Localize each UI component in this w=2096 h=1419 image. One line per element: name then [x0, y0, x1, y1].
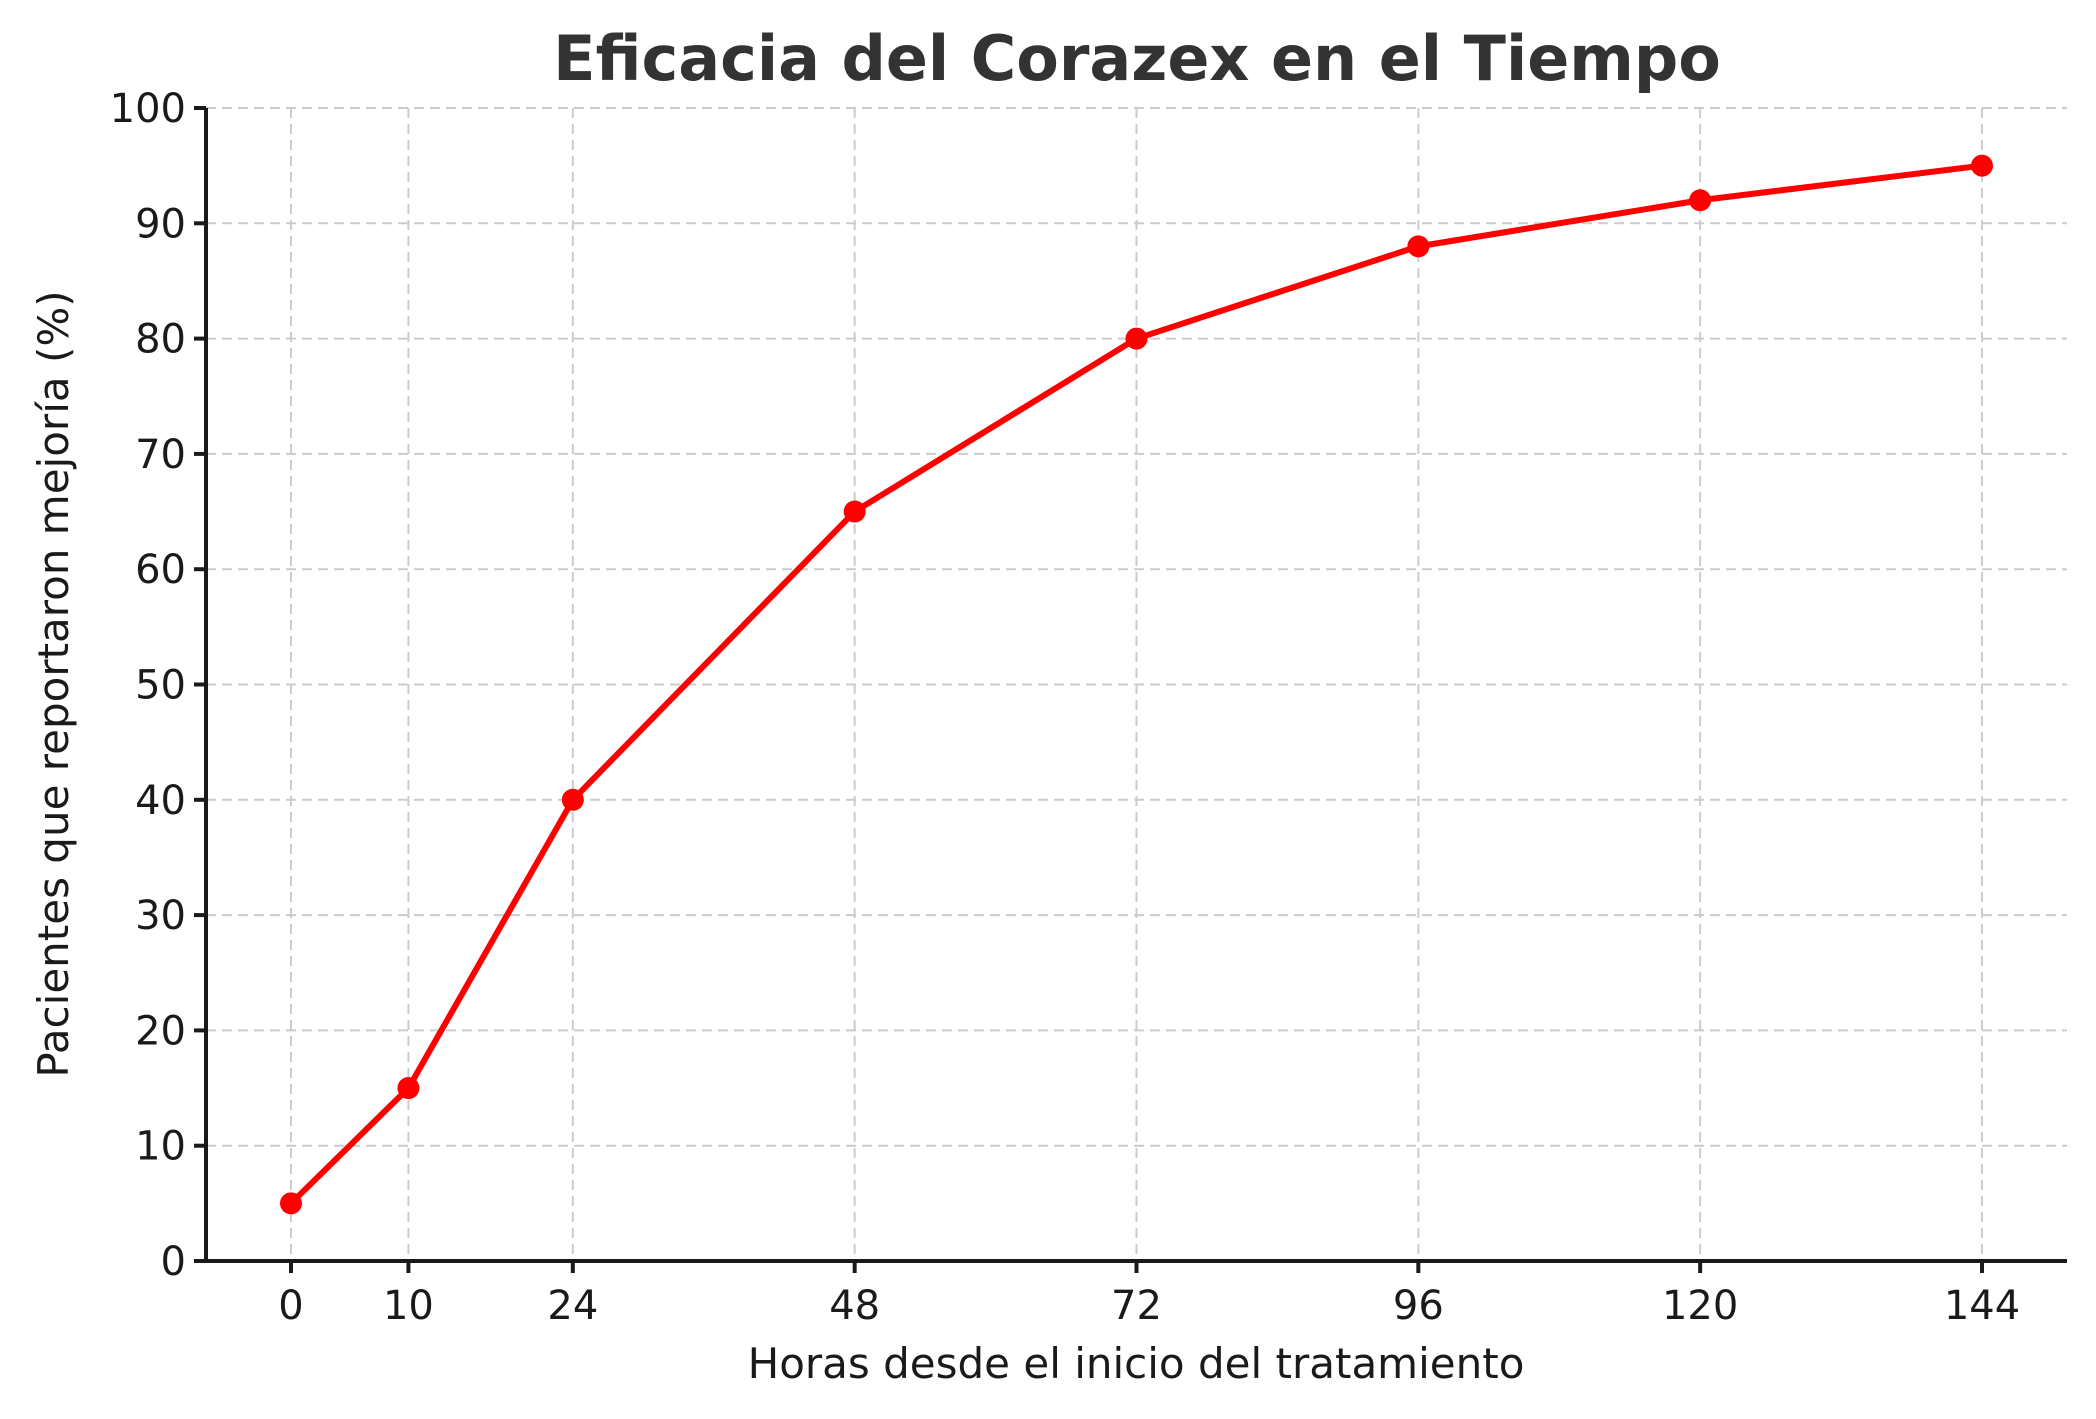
y-tick-label: 40 [135, 778, 186, 824]
data-point-marker [561, 788, 584, 811]
x-axis-label: Horas desde el inicio del tratamiento [748, 1339, 1525, 1388]
data-point-marker [1125, 327, 1148, 350]
grid-lines [206, 107, 2067, 1261]
y-tick-label: 100 [110, 86, 186, 132]
y-axis-label: Pacientes que reportaron mejoría (%) [29, 290, 78, 1077]
data-point-marker [1407, 235, 1430, 258]
data-series [280, 154, 1993, 1215]
x-tick-label: 120 [1662, 1283, 1738, 1329]
y-tick-label: 20 [135, 1008, 186, 1054]
y-tick-label: 50 [135, 663, 186, 709]
y-tick-label: 30 [135, 893, 186, 939]
y-tick-label: 90 [135, 201, 186, 247]
x-tick-label: 72 [1111, 1283, 1162, 1329]
x-axis-ticks: 0 10 24 48 72 96 120 144 [278, 1261, 2020, 1329]
data-point-marker [843, 500, 866, 523]
chart-title: Eficacia del Corazex en el Tiempo [553, 22, 1721, 95]
y-axis-ticks: 0 10 20 30 40 50 60 70 80 90 100 [110, 86, 206, 1285]
x-tick-label: 24 [547, 1283, 598, 1329]
y-tick-label: 10 [135, 1124, 186, 1170]
data-point-marker [1689, 189, 1712, 212]
y-tick-label: 0 [161, 1239, 186, 1285]
x-tick-label: 96 [1393, 1283, 1444, 1329]
data-point-marker [280, 1192, 302, 1215]
x-tick-label: 10 [383, 1283, 434, 1329]
y-tick-label: 70 [135, 432, 186, 478]
y-tick-label: 60 [135, 547, 186, 593]
x-tick-label: 0 [278, 1283, 303, 1329]
data-point-marker [397, 1077, 420, 1100]
x-tick-label: 144 [1944, 1283, 2020, 1329]
x-tick-label: 48 [829, 1283, 880, 1329]
y-tick-label: 80 [135, 317, 186, 363]
data-point-marker [1971, 154, 1993, 177]
series-line [288, 162, 1983, 1206]
